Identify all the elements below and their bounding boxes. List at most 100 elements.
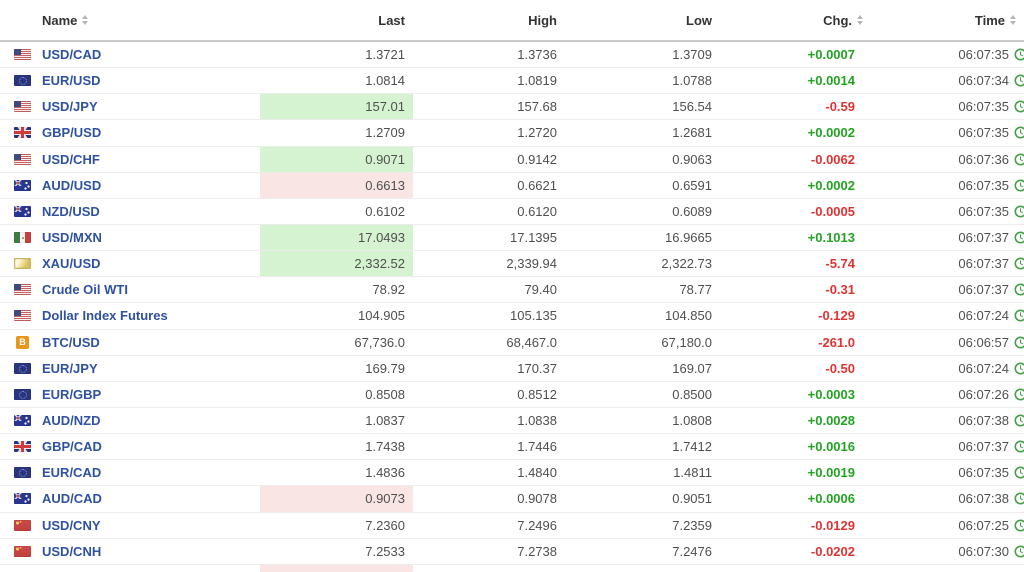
clock-icon <box>1014 388 1024 401</box>
clock-icon <box>1014 153 1024 166</box>
header-time[interactable]: Time <box>863 13 1024 28</box>
us-flag-icon <box>14 310 31 322</box>
last-value: 169.79 <box>365 360 405 376</box>
table-row: Dollar Index Futures 104.905 105.135 104… <box>0 303 1024 330</box>
high-value: 68,467.0 <box>506 334 557 350</box>
gold-bar-icon <box>14 258 31 270</box>
change-value: -0.0202 <box>810 543 855 559</box>
high-value: 0.9142 <box>517 151 557 167</box>
low-value: 104.850 <box>665 308 712 324</box>
change-value: +0.0006 <box>807 491 855 507</box>
table-row: NZD/USD 0.6102 0.6120 0.6089 -0.0005 06:… <box>0 199 1024 225</box>
header-name[interactable]: Name <box>0 13 260 28</box>
time-cell: 06:07:37 <box>863 225 1024 250</box>
instrument-link[interactable]: USD/CNY <box>42 517 101 533</box>
change-value: -0.0129 <box>810 517 855 533</box>
instrument-cell: AUD/USD <box>0 173 260 198</box>
clock-icon <box>1014 362 1024 375</box>
instrument-link[interactable]: GBP/CAD <box>42 439 102 455</box>
instrument-link[interactable]: EUR/JPY <box>42 360 98 376</box>
high-value: 1.3736 <box>517 47 557 63</box>
change-value: -261.0 <box>818 334 855 350</box>
instrument-cell: USD/CNH <box>0 539 260 564</box>
high-value: 0.8512 <box>517 386 557 402</box>
low-value: 7.2476 <box>672 543 712 559</box>
instrument-link[interactable]: USD/JPY <box>42 99 98 115</box>
high-value: 79.40 <box>524 282 557 298</box>
low-value: 156.54 <box>672 99 712 115</box>
change-value: -0.129 <box>818 308 855 324</box>
instrument-link[interactable]: EUR/CAD <box>42 465 102 481</box>
instrument-link[interactable]: AUD/USD <box>42 177 102 193</box>
header-low: Low <box>565 13 720 28</box>
last-value: 1.3721 <box>365 47 405 63</box>
change-value: +0.0019 <box>807 465 855 481</box>
low-value: 1.3709 <box>672 47 712 63</box>
last-value: 0.9073 <box>260 486 413 512</box>
change-value: +0.0016 <box>807 439 855 455</box>
btc-icon: B <box>16 335 29 349</box>
instrument-link[interactable]: Crude Oil WTI <box>42 282 128 298</box>
instrument-cell: USD/MXN <box>0 225 260 250</box>
high-value: 157.68 <box>517 99 557 115</box>
high-value: 17.1395 <box>510 230 557 246</box>
time-cell: 06:07:37 <box>863 251 1024 276</box>
instrument-cell: EUR/GBP <box>0 382 260 407</box>
instrument-link[interactable]: EUR/USD <box>42 73 101 89</box>
change-value: +0.0028 <box>807 413 855 429</box>
instrument-link[interactable]: XAU/USD <box>42 256 101 272</box>
instrument-link[interactable]: USD/CNH <box>42 543 102 559</box>
time-cell: 06:07:35 <box>863 120 1024 145</box>
instrument-link[interactable]: AUD/NZD <box>42 413 101 429</box>
instrument-link[interactable]: NZD/USD <box>42 203 100 219</box>
clock-icon <box>1014 283 1024 296</box>
clock-icon <box>1014 231 1024 244</box>
instrument-cell: XAU/USD <box>0 251 260 276</box>
time-value: 06:07:35 <box>958 47 1009 63</box>
table-row: USD/JPY 157.01 157.68 156.54 -0.59 06:07… <box>0 94 1024 121</box>
time-value: 06:07:38 <box>958 413 1009 429</box>
instrument-link[interactable]: EUR/GBP <box>42 386 102 402</box>
instrument-link[interactable]: BTC/USD <box>42 334 100 350</box>
instrument-link[interactable]: Dollar Index Futures <box>42 308 168 324</box>
time-cell: 06:07:35 <box>863 460 1024 485</box>
instrument-link[interactable]: AUD/CAD <box>42 491 102 507</box>
header-name-label: Name <box>42 12 78 28</box>
low-value: 0.6089 <box>672 203 712 219</box>
table-row: AUD/CAD 0.9073 0.9078 0.9051 +0.0006 06:… <box>0 486 1024 513</box>
change-value: -0.0005 <box>810 203 855 219</box>
instrument-cell: GBP/USD <box>0 120 260 145</box>
time-cell: 06:07:35 <box>863 94 1024 119</box>
time-value: 06:07:35 <box>958 99 1009 115</box>
time-value: 06:07:38 <box>958 491 1009 507</box>
time-value: 06:07:36 <box>958 151 1009 167</box>
header-change[interactable]: Chg. <box>720 13 863 28</box>
clock-icon <box>1014 545 1024 558</box>
time-value: 06:07:34 <box>958 73 1009 89</box>
instrument-link[interactable]: USD/MXN <box>42 230 102 246</box>
instrument-cell: EUR/CAD <box>0 460 260 485</box>
instrument-link[interactable]: GBP/USD <box>42 125 102 141</box>
table-row: USD/CAD 1.3721 1.3736 1.3709 +0.0007 06:… <box>0 42 1024 69</box>
table-row: EUR/JPY 169.79 170.37 169.07 -0.50 06:07… <box>0 356 1024 382</box>
header-low-label: Low <box>686 12 712 28</box>
table-row: USD/CNH 7.2533 7.2738 7.2476 -0.0202 06:… <box>0 539 1024 565</box>
change-value: +0.0007 <box>807 47 855 63</box>
table-header-row: Name Last High Low Chg. Time <box>0 0 1024 42</box>
cn-flag-icon <box>14 519 31 531</box>
instrument-link[interactable]: USD/CAD <box>42 47 102 63</box>
high-value: 0.9078 <box>517 491 557 507</box>
change-value: +0.0014 <box>807 73 855 89</box>
us-flag-icon <box>14 101 31 113</box>
sort-icon <box>857 15 863 25</box>
header-last: Last <box>260 13 413 28</box>
time-cell: 06:07:37 <box>863 434 1024 459</box>
time-cell: 06:07:25 <box>863 513 1024 538</box>
instrument-link[interactable]: USD/CHF <box>42 151 100 167</box>
last-value: 78.92 <box>372 282 405 298</box>
header-last-label: Last <box>378 12 405 28</box>
instrument-cell: USD/CAD <box>0 42 260 67</box>
high-value: 1.2720 <box>517 125 557 141</box>
time-cell: 06:07:26 <box>863 382 1024 407</box>
